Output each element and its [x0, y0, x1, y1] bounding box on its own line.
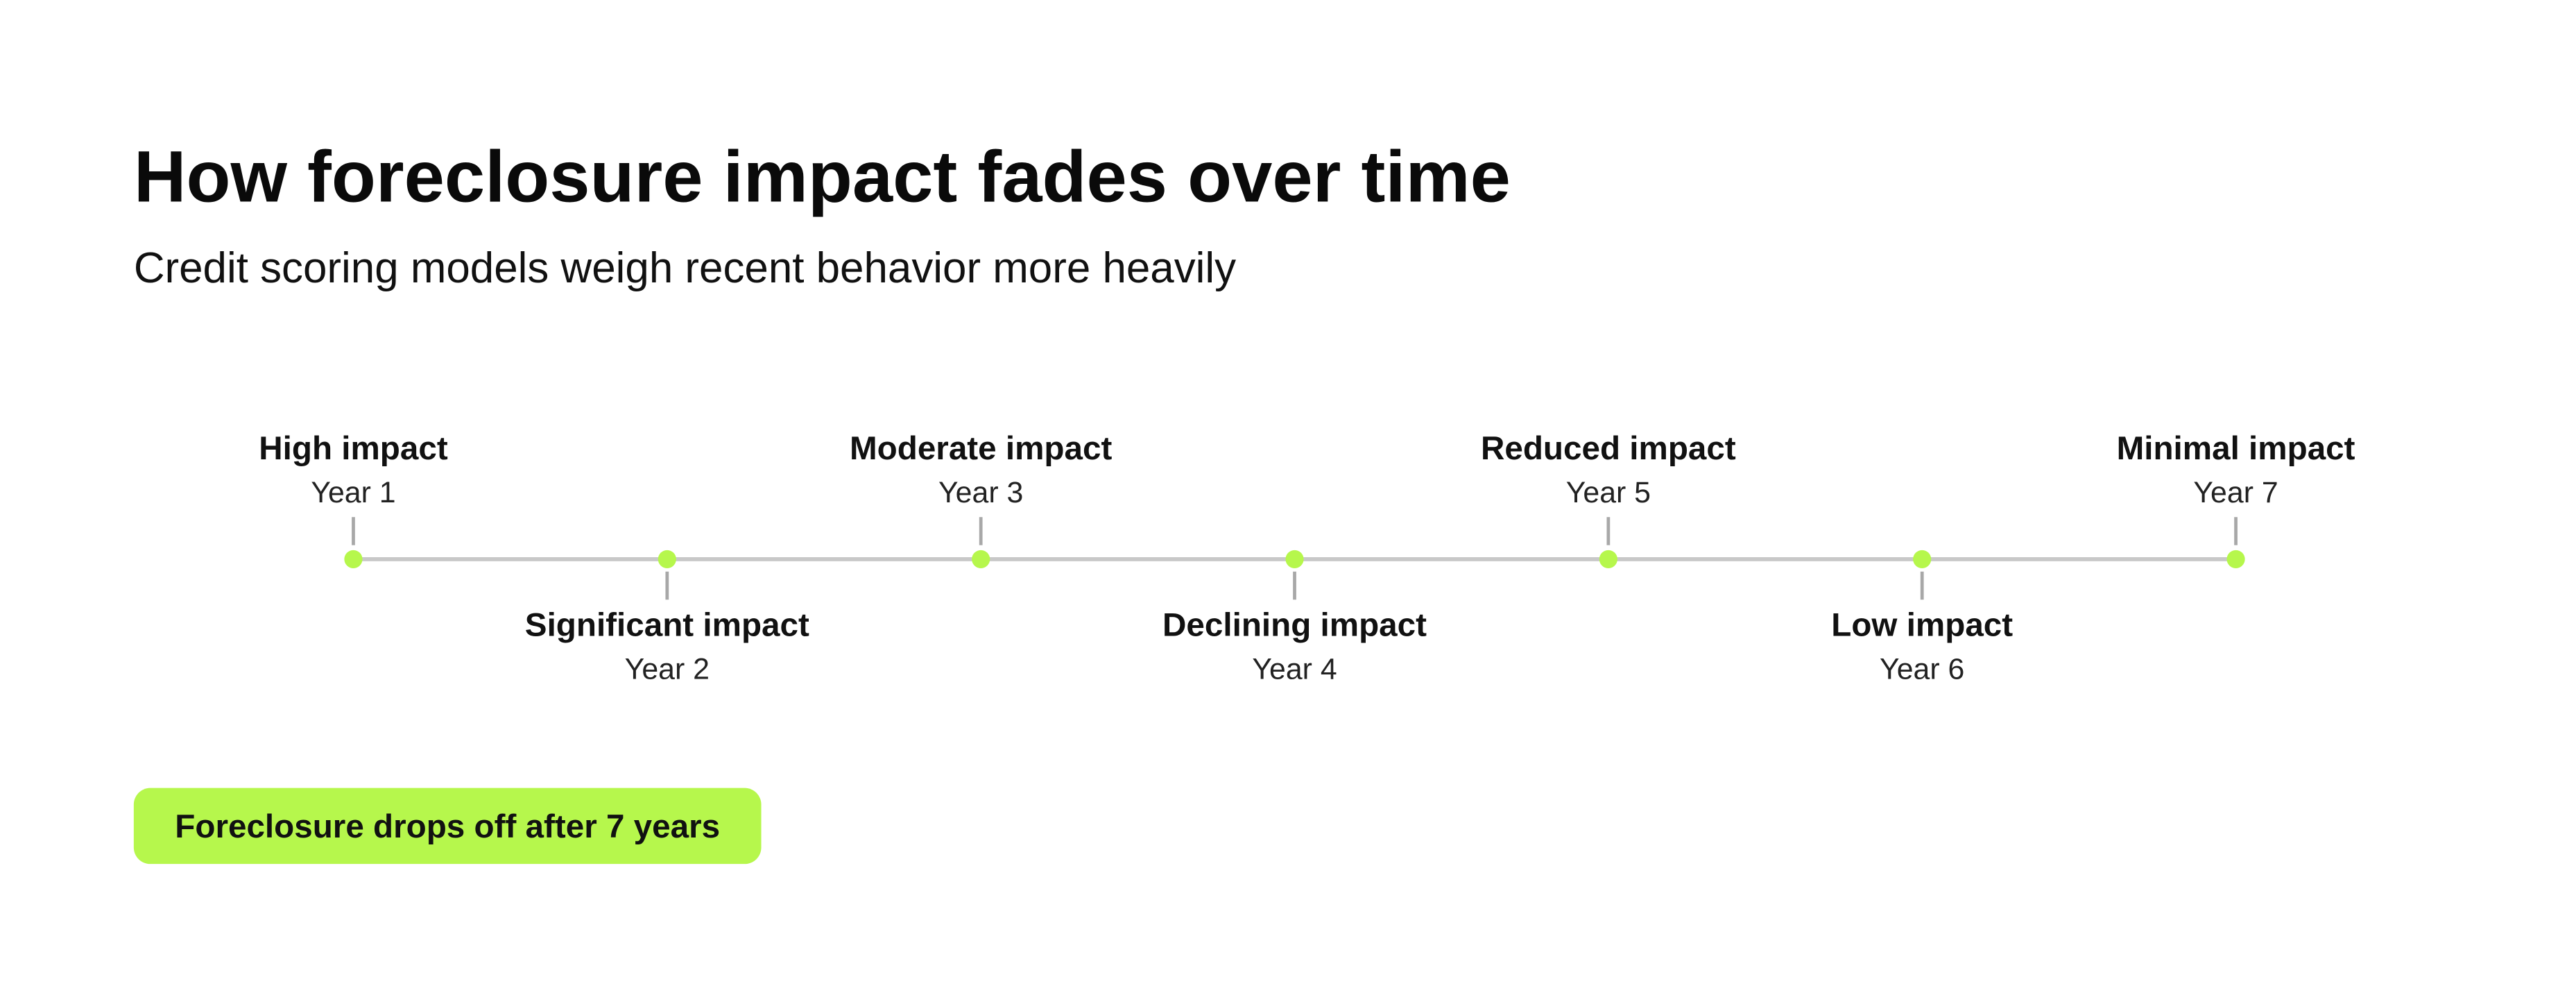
event-dot	[1599, 550, 1617, 569]
event-label: Declining impact	[1162, 607, 1427, 644]
event-year: Year 3	[938, 476, 1023, 509]
event-label: Significant impact	[525, 607, 809, 644]
events: High impact Year 1 Significant impact Year …	[259, 430, 2355, 686]
note: Foreclosure drops off after 7 years	[175, 808, 720, 845]
event-dot	[344, 550, 363, 569]
title: How foreclosure impact fades over time	[134, 136, 1511, 217]
event-year: Year 7	[2193, 476, 2278, 509]
event-label: Moderate impact	[850, 430, 1112, 467]
event-year: Year 6	[1880, 653, 1964, 686]
event-label: High impact	[259, 430, 448, 467]
event-dot	[1913, 550, 1932, 569]
event-dot	[1285, 550, 1304, 569]
event-label: Low impact	[1831, 607, 2013, 644]
event-year: Year 1	[311, 476, 395, 509]
subtitle: Credit scoring models weigh recent behav…	[134, 244, 1236, 292]
event-dot	[2226, 550, 2245, 569]
event-dot	[972, 550, 990, 569]
event-label: Minimal impact	[2117, 430, 2355, 467]
event-dot	[658, 550, 676, 569]
event-label: Reduced impact	[1481, 430, 1736, 467]
event-year: Year 2	[625, 653, 710, 686]
event-year: Year 5	[1566, 476, 1651, 509]
event-year: Year 4	[1252, 653, 1337, 686]
note-badge	[133, 788, 762, 865]
